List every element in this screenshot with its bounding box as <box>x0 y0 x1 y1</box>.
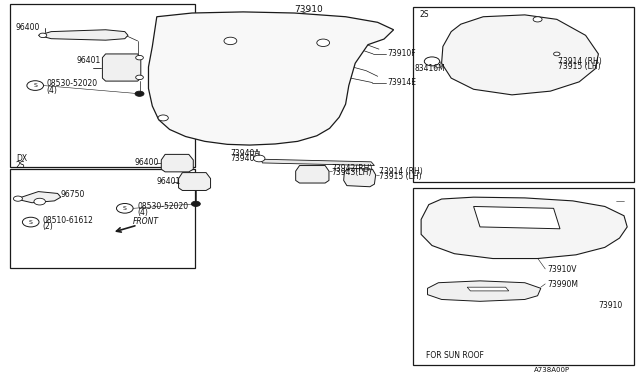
Text: (2): (2) <box>42 222 53 231</box>
Polygon shape <box>261 159 374 166</box>
Bar <box>413 188 634 365</box>
Text: 96401: 96401 <box>77 56 101 65</box>
Text: 08530-52020: 08530-52020 <box>138 202 189 211</box>
Text: A738A00P: A738A00P <box>534 367 570 372</box>
Circle shape <box>533 17 542 22</box>
Text: S: S <box>123 206 127 211</box>
Circle shape <box>424 57 440 66</box>
Circle shape <box>136 75 143 80</box>
Text: 73940A: 73940A <box>230 149 260 158</box>
Polygon shape <box>102 54 141 81</box>
Polygon shape <box>16 192 61 203</box>
Circle shape <box>191 201 200 206</box>
Polygon shape <box>38 30 128 40</box>
Text: 73943(LH): 73943(LH) <box>332 169 372 177</box>
Text: (4): (4) <box>138 208 148 217</box>
Text: 73914 (RH): 73914 (RH) <box>558 57 602 66</box>
Circle shape <box>317 39 330 46</box>
Polygon shape <box>148 12 394 145</box>
Text: FOR SUN ROOF: FOR SUN ROOF <box>426 351 483 360</box>
Text: S: S <box>33 83 37 88</box>
Circle shape <box>554 52 560 56</box>
Text: 73942(RH): 73942(RH) <box>332 164 373 173</box>
Text: FRONT: FRONT <box>132 217 159 226</box>
Circle shape <box>136 55 143 60</box>
Text: 83416M: 83416M <box>415 64 445 73</box>
Circle shape <box>224 37 237 45</box>
Text: 2S: 2S <box>16 161 26 170</box>
Circle shape <box>158 115 168 121</box>
Polygon shape <box>442 15 598 95</box>
Circle shape <box>135 91 144 96</box>
Text: 96401: 96401 <box>157 177 181 186</box>
Text: 73940: 73940 <box>230 154 255 163</box>
Polygon shape <box>296 166 329 183</box>
Text: S: S <box>29 219 33 225</box>
Polygon shape <box>428 281 541 301</box>
Text: 73915 (LH): 73915 (LH) <box>558 62 601 71</box>
Text: (4): (4) <box>47 86 58 94</box>
Circle shape <box>34 198 45 205</box>
Polygon shape <box>474 206 560 229</box>
Text: 96400: 96400 <box>16 23 40 32</box>
Bar <box>10 4 195 167</box>
Text: 2S: 2S <box>419 10 429 19</box>
Text: 73914E: 73914E <box>387 78 416 87</box>
Text: 73910: 73910 <box>294 5 323 14</box>
Circle shape <box>13 196 22 201</box>
Polygon shape <box>344 168 376 187</box>
Text: 73910: 73910 <box>598 301 623 310</box>
Circle shape <box>116 203 133 213</box>
Text: 08510-61612: 08510-61612 <box>42 216 93 225</box>
Text: 08530-52020: 08530-52020 <box>47 79 98 88</box>
Text: 73910F: 73910F <box>387 49 416 58</box>
Bar <box>10 169 195 268</box>
Text: 96400: 96400 <box>134 158 159 167</box>
Polygon shape <box>421 197 627 259</box>
Text: 96750: 96750 <box>61 190 85 199</box>
Circle shape <box>39 33 47 38</box>
Text: DX: DX <box>16 154 27 163</box>
Text: 73990M: 73990M <box>547 280 578 289</box>
Polygon shape <box>179 173 211 190</box>
Bar <box>413 7 634 182</box>
Circle shape <box>22 217 39 227</box>
Circle shape <box>253 155 265 162</box>
Circle shape <box>27 81 44 90</box>
Polygon shape <box>467 287 509 291</box>
Text: 73915 (LH): 73915 (LH) <box>379 172 422 181</box>
Text: 73910V: 73910V <box>547 265 577 274</box>
Polygon shape <box>161 154 193 172</box>
Text: 73914 (RH): 73914 (RH) <box>379 167 422 176</box>
